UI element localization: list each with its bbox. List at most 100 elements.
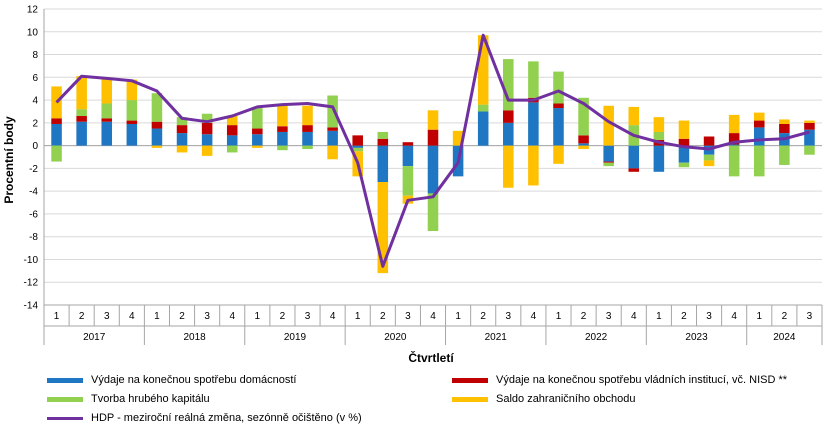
bar-segment-s3-q10 [277, 145, 288, 151]
bar-segment-s4-q11 [302, 105, 313, 126]
bar-segment-s2-q16 [427, 129, 439, 146]
bar-segment-s3-q3 [101, 103, 113, 119]
x-tick-label-quarter: 1 [556, 311, 562, 322]
x-tick-label-quarter: 4 [531, 311, 537, 322]
bar-segment-s3-q6 [176, 117, 188, 126]
x-tick-label-year: 2024 [773, 332, 796, 343]
bar-segment-s4-q31 [804, 120, 815, 123]
x-tick-label-quarter: 3 [104, 311, 110, 322]
x-tick-label-quarter: 2 [280, 311, 286, 322]
bar-segment-s2-q28 [728, 133, 740, 145]
x-tick-label-quarter: 1 [54, 311, 60, 322]
bar-segment-s4-q19 [503, 145, 514, 188]
bar-segment-s1-q9 [252, 134, 263, 146]
x-tick-label-quarter: 3 [405, 311, 411, 322]
bar-segment-s4-q5 [151, 145, 163, 148]
legend-label-capital: Tvorba hrubého kapitálu [91, 393, 210, 405]
x-tick-label-quarter: 4 [129, 311, 135, 322]
legend-label-government: Výdaje na konečnou spotřebu vládních ins… [496, 374, 788, 386]
bar-segment-s1-q19 [503, 122, 514, 146]
bar-segment-s3-q21 [553, 71, 564, 104]
y-tick-label: -4 [29, 187, 38, 198]
bar-segment-s1-q23 [603, 145, 614, 162]
bar-segment-s3-q29 [753, 145, 765, 177]
bar-segment-s1-q1 [51, 123, 62, 146]
bar-segment-s1-q8 [226, 135, 238, 146]
y-axis-title: Procentní body [2, 116, 16, 204]
bar-segment-s1-q4 [126, 123, 138, 146]
x-tick-label-year: 2022 [585, 332, 608, 343]
legend-swatch-gdp [47, 416, 83, 420]
x-tick-label-quarter: 2 [179, 311, 185, 322]
bar-segment-s3-q19 [503, 59, 514, 111]
bar-segment-s2-q5 [151, 121, 163, 129]
x-tick-label-quarter: 2 [79, 311, 85, 322]
x-tick-label-year: 2018 [183, 332, 206, 343]
bar-segment-s3-q4 [126, 100, 138, 121]
bar-segment-s1-q3 [101, 121, 113, 146]
bars [51, 35, 815, 274]
y-tick-label: 10 [27, 27, 39, 38]
bar-segment-s3-q11 [302, 145, 313, 150]
bar-segment-s2-q29 [753, 120, 765, 128]
y-tick-label: -8 [29, 232, 38, 243]
bar-segment-s2-q23 [603, 161, 614, 163]
bar-segment-s1-q26 [678, 145, 690, 163]
bar-segment-s3-q20 [528, 61, 539, 98]
x-tick-label-quarter: 2 [480, 311, 486, 322]
bar-segment-s4-q25 [653, 117, 665, 132]
bar-segment-s2-q4 [126, 120, 138, 124]
bar-segment-s3-q28 [728, 145, 740, 177]
x-tick-label-quarter: 1 [756, 311, 762, 322]
bar-segment-s1-q22 [578, 143, 589, 146]
bar-segment-s3-q25 [653, 131, 665, 140]
x-tick-label-quarter: 2 [380, 311, 386, 322]
bar-segment-s2-q26 [678, 138, 690, 146]
bar-segment-s4-q14 [377, 182, 389, 274]
bar-segment-s4-q20 [528, 145, 539, 186]
y-tick-labels: -14 -12 -10 -8 -6 -4 -2 0 2 4 6 8 10 12 [24, 5, 39, 312]
bar-segment-s3-q27 [703, 154, 715, 161]
bar-segment-s2-q31 [804, 122, 815, 130]
x-tick-label-quarter: 1 [455, 311, 461, 322]
legend-item-gdp: HDP - meziroční reálná změna, sezónně oč… [47, 412, 362, 424]
x-tick-label-quarter: 3 [606, 311, 612, 322]
y-tick-label: 2 [32, 118, 38, 129]
x-tick-label-quarter: 4 [631, 311, 637, 322]
y-tick-label: -2 [29, 164, 38, 175]
bar-segment-s1-q25 [653, 145, 665, 172]
bar-segment-s2-q15 [402, 142, 414, 146]
x-tick-label-quarter: 3 [706, 311, 712, 322]
x-tick-label-year: 2017 [83, 332, 106, 343]
legend-swatch-trade [452, 396, 488, 402]
x-axis-title: Čtvrtletí [408, 350, 454, 365]
y-tick-label: -6 [29, 209, 38, 220]
bar-segment-s3-q9 [252, 108, 263, 129]
bar-segment-s1-q29 [753, 127, 765, 146]
bar-segment-s1-q5 [151, 128, 163, 146]
bar-segment-s1-q15 [402, 145, 414, 167]
bar-segment-s1-q13 [352, 145, 363, 148]
bar-segment-s3-q31 [804, 145, 815, 155]
bar-segment-s3-q13 [352, 147, 363, 152]
legend-label-gdp: HDP - meziroční reálná změna, sezónně oč… [91, 412, 362, 424]
bar-segment-s4-q18 [477, 35, 489, 105]
legend-item-government: Výdaje na konečnou spotřebu vládních ins… [452, 374, 787, 386]
bar-segment-s3-q1 [51, 145, 62, 162]
bar-segment-s1-q10 [277, 131, 288, 146]
bar-segment-s3-q2 [76, 109, 87, 117]
bar-segment-s2-q12 [327, 127, 338, 131]
x-tick-label-year: 2021 [485, 332, 508, 343]
legend-swatch-households [47, 377, 83, 383]
bar-segment-s3-q18 [477, 104, 489, 112]
bar-segment-s4-q7 [201, 145, 213, 156]
x-tick-label-quarter: 3 [807, 311, 813, 322]
bar-segment-s2-q24 [628, 168, 640, 172]
bar-segment-s2-q10 [277, 126, 288, 132]
x-tick-label-year: 2023 [685, 332, 708, 343]
bar-segment-s2-q22 [578, 135, 589, 144]
y-tick-label: 8 [32, 50, 38, 61]
y-tick-label: 0 [32, 141, 38, 152]
x-tick-label-year: 2019 [284, 332, 307, 343]
